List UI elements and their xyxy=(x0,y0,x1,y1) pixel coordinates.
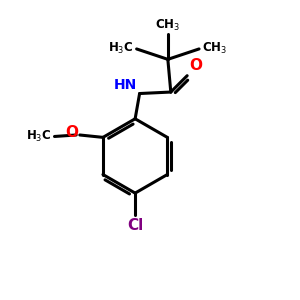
Text: O: O xyxy=(65,125,78,140)
Text: O: O xyxy=(190,58,202,73)
Text: CH$_3$: CH$_3$ xyxy=(155,17,180,33)
Text: H$_3$C: H$_3$C xyxy=(108,40,134,56)
Text: Cl: Cl xyxy=(127,218,143,233)
Text: HN: HN xyxy=(114,78,137,92)
Text: CH$_3$: CH$_3$ xyxy=(202,40,227,56)
Text: H$_3$C: H$_3$C xyxy=(26,129,52,144)
